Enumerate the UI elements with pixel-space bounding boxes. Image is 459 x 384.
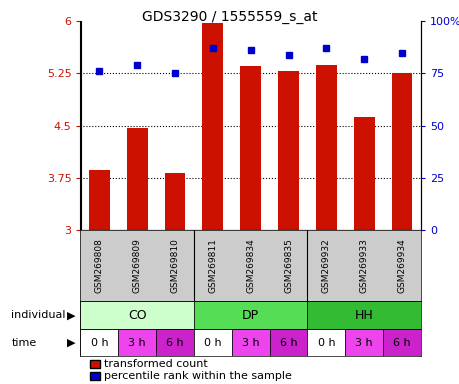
- Bar: [80, 329, 118, 356]
- Bar: [391, 73, 412, 230]
- Text: GSM269808: GSM269808: [95, 238, 104, 293]
- Text: transformed count: transformed count: [104, 359, 208, 369]
- Text: ▶: ▶: [67, 310, 75, 320]
- Text: GSM269834: GSM269834: [246, 238, 255, 293]
- Bar: [202, 23, 223, 230]
- Bar: [307, 301, 420, 329]
- Bar: [156, 329, 194, 356]
- Text: 6 h: 6 h: [166, 338, 184, 348]
- Bar: [194, 329, 231, 356]
- Bar: [353, 118, 374, 230]
- Text: 0 h: 0 h: [90, 338, 108, 348]
- Text: 6 h: 6 h: [279, 338, 297, 348]
- Bar: [240, 66, 261, 230]
- Text: ▶: ▶: [67, 338, 75, 348]
- Bar: [382, 329, 420, 356]
- Text: GSM269835: GSM269835: [283, 238, 292, 293]
- Text: CO: CO: [128, 309, 146, 322]
- Text: 3 h: 3 h: [128, 338, 146, 348]
- Text: 3 h: 3 h: [355, 338, 372, 348]
- Bar: [231, 329, 269, 356]
- Text: 3 h: 3 h: [241, 338, 259, 348]
- Bar: [278, 71, 298, 230]
- Bar: [164, 173, 185, 230]
- Text: 6 h: 6 h: [392, 338, 410, 348]
- Text: GSM269934: GSM269934: [397, 238, 406, 293]
- Text: GSM269809: GSM269809: [133, 238, 141, 293]
- Bar: [345, 329, 382, 356]
- Text: HH: HH: [354, 309, 373, 322]
- Text: GSM269933: GSM269933: [359, 238, 368, 293]
- Bar: [118, 329, 156, 356]
- Text: GDS3290 / 1555559_s_at: GDS3290 / 1555559_s_at: [142, 10, 317, 23]
- Text: percentile rank within the sample: percentile rank within the sample: [104, 371, 291, 381]
- Text: 0 h: 0 h: [317, 338, 335, 348]
- Text: GSM269810: GSM269810: [170, 238, 179, 293]
- Bar: [89, 170, 110, 230]
- Bar: [127, 128, 147, 230]
- Text: GSM269811: GSM269811: [208, 238, 217, 293]
- Bar: [307, 329, 345, 356]
- Text: time: time: [11, 338, 37, 348]
- Text: DP: DP: [241, 309, 259, 322]
- Text: individual: individual: [11, 310, 66, 320]
- Bar: [194, 301, 307, 329]
- Bar: [269, 329, 307, 356]
- Text: GSM269932: GSM269932: [321, 238, 330, 293]
- Bar: [315, 65, 336, 230]
- Bar: [80, 301, 194, 329]
- Text: 0 h: 0 h: [204, 338, 221, 348]
